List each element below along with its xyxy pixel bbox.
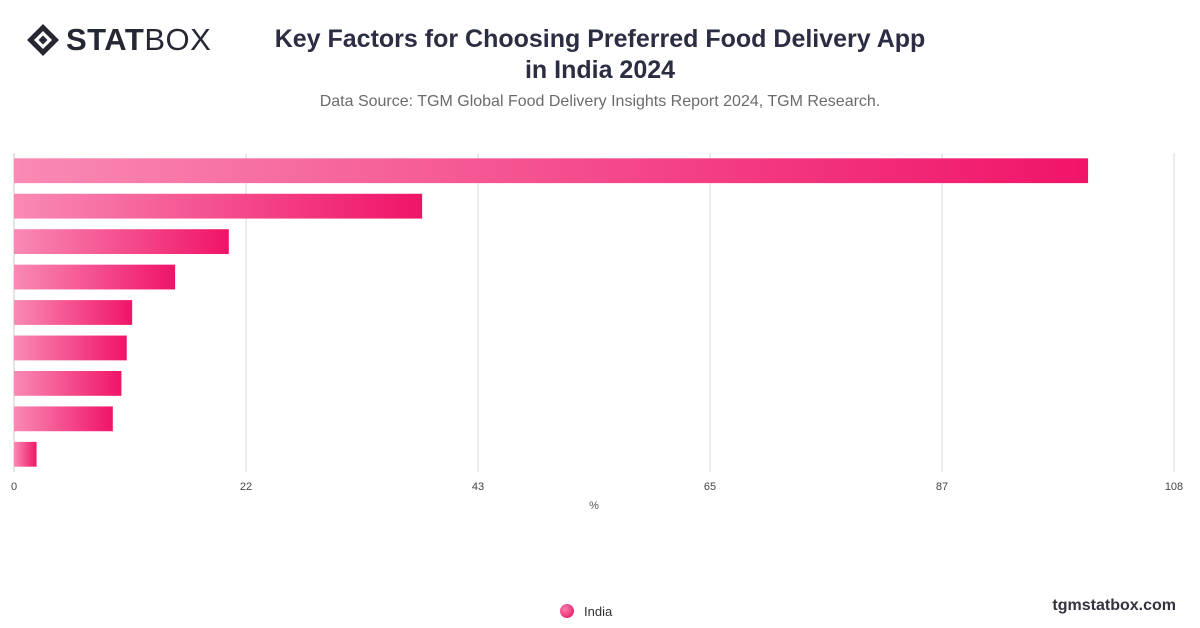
bar-india[interactable] [14, 406, 113, 432]
logo-wordmark: STATBOX [66, 22, 211, 58]
bar-chart: 0 22 43 65 87 108 % [11, 153, 1183, 512]
footer-site-url: tgmstatbox.com [1052, 597, 1176, 614]
bar-india[interactable] [14, 264, 176, 290]
x-tick-label: 0 [11, 481, 17, 493]
bar-india[interactable] [14, 229, 229, 255]
bar-india[interactable] [14, 441, 37, 467]
statbox-diamond-icon [27, 24, 59, 56]
legend-marker-india [560, 604, 574, 618]
logo-text-stat: STAT [66, 22, 145, 57]
logo-text-box: BOX [144, 22, 212, 57]
chart-subtitle: Data Source: TGM Global Food Delivery In… [319, 93, 881, 110]
x-tick-label: 43 [472, 481, 484, 493]
bar-india[interactable] [14, 158, 1089, 184]
chart-title: Key Factors for Choosing Preferred Food … [200, 24, 1000, 86]
x-axis-label: % [589, 500, 599, 512]
chart-title-line2: in India 2024 [524, 56, 676, 84]
bar-india[interactable] [14, 370, 122, 396]
bar-india[interactable] [14, 335, 127, 361]
x-tick-label: 108 [1165, 481, 1183, 493]
legend-label-india: India [584, 603, 613, 619]
bar-india[interactable] [14, 193, 423, 219]
x-axis-ticks: 0 22 43 65 87 108 [11, 481, 1183, 493]
statbox-logo: STATBOX [26, 22, 236, 58]
bar-india[interactable] [14, 300, 133, 325]
x-tick-label: 65 [704, 481, 716, 493]
chart-title-line1: Key Factors for Choosing Preferred Food … [274, 25, 926, 53]
bar-layer [14, 158, 1089, 467]
x-tick-label: 87 [936, 481, 948, 493]
legend[interactable]: India [560, 600, 612, 622]
x-tick-label: 22 [240, 481, 252, 493]
